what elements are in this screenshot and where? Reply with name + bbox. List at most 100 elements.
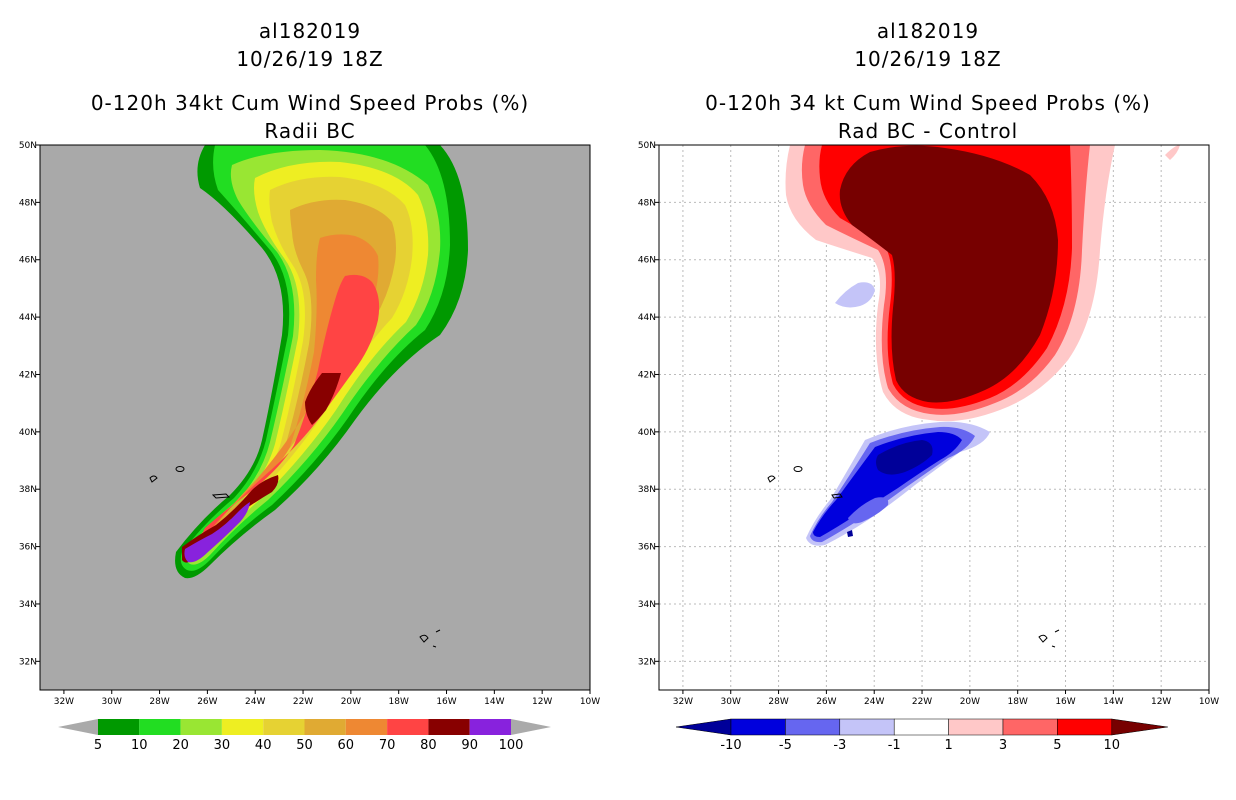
colorbar-level-label: 70 bbox=[379, 738, 396, 753]
right-map-frame bbox=[658, 144, 1210, 691]
lon-tick-label: 26W bbox=[816, 697, 836, 707]
colorbar-level-label: 5 bbox=[94, 738, 102, 753]
lon-tick-label: 32W bbox=[673, 697, 693, 707]
lon-tick-label: 12W bbox=[1151, 697, 1171, 707]
contour-70 bbox=[203, 274, 380, 535]
lat-tick-label: 42N bbox=[638, 370, 656, 380]
colorbar-level-label: 5 bbox=[1053, 738, 1061, 753]
colorbar-swatch bbox=[263, 719, 305, 735]
left-probability-contours bbox=[175, 145, 468, 579]
lon-tick-label: 26W bbox=[197, 697, 217, 707]
diff-neg-10 bbox=[876, 440, 933, 475]
lon-tick-label: 14W bbox=[1103, 697, 1123, 707]
diff-neg-1-blob bbox=[835, 282, 875, 308]
lon-tick-label: 28W bbox=[768, 697, 788, 707]
diff-neg-3-hole bbox=[848, 497, 889, 524]
lon-tick-label: 16W bbox=[1055, 697, 1075, 707]
colorbar-swatch bbox=[893, 718, 949, 736]
colorbar-left-arrow bbox=[58, 719, 98, 735]
colorbar-level-label: 40 bbox=[255, 738, 272, 753]
lat-tick-label: 42N bbox=[19, 370, 37, 380]
colorbar-swatch bbox=[1057, 718, 1113, 736]
lon-tick-label: 22W bbox=[912, 697, 932, 707]
lat-tick-label: 46N bbox=[19, 256, 37, 266]
colorbar-swatch bbox=[948, 718, 1004, 736]
lon-tick-label: 10W bbox=[1199, 697, 1219, 707]
lat-tick-label: 36N bbox=[638, 543, 656, 553]
colorbar-level-label: -5 bbox=[779, 738, 792, 753]
colorbar-swatch bbox=[98, 719, 140, 735]
colorbar-right-arrow bbox=[1111, 718, 1168, 736]
left-axis-ticks: 32W 30W 28W 26W 24W 22W 20W 18W 16W 14W 12W 10W 32N 3… bbox=[19, 141, 600, 707]
left-datetime: 10/26/19 18Z bbox=[236, 47, 384, 71]
colorbar-level-label: 30 bbox=[214, 738, 231, 753]
colorbar-right-arrow bbox=[511, 719, 551, 735]
colorbar-swatch bbox=[180, 719, 222, 735]
colorbar-swatch bbox=[345, 719, 388, 735]
lon-tick-label: 18W bbox=[1008, 697, 1028, 707]
right-coastlines bbox=[767, 466, 1060, 648]
colorbar-level-label: 10 bbox=[1104, 738, 1121, 753]
lat-tick-label: 40N bbox=[19, 428, 37, 438]
lon-tick-label: 18W bbox=[389, 697, 409, 707]
lat-tick-label: 46N bbox=[638, 256, 656, 266]
colorbar-swatch bbox=[387, 719, 429, 735]
colorbar-level-label: 90 bbox=[461, 738, 478, 753]
lat-tick-label: 50N bbox=[19, 141, 37, 151]
colorbar-level-label: 20 bbox=[172, 738, 189, 753]
right-storm-id: al182019 bbox=[876, 19, 980, 43]
lat-tick-label: 48N bbox=[638, 198, 656, 208]
lat-tick-label: 34N bbox=[638, 600, 656, 610]
colorbar-left-arrow bbox=[675, 718, 732, 736]
lon-tick-label: 20W bbox=[960, 697, 980, 707]
left-chart-title: 0-120h 34kt Cum Wind Speed Probs (%) bbox=[90, 91, 530, 115]
colorbar-swatch bbox=[785, 718, 841, 736]
left-colorbar: 5 10 20 30 40 50 60 70 80 90 100 bbox=[58, 719, 551, 753]
lat-tick-label: 32N bbox=[638, 657, 656, 667]
lon-tick-label: 28W bbox=[149, 697, 169, 707]
lon-tick-label: 30W bbox=[102, 697, 122, 707]
lat-tick-label: 36N bbox=[19, 543, 37, 553]
lon-tick-label: 32W bbox=[54, 697, 74, 707]
colorbar-swatch bbox=[839, 718, 895, 736]
lat-tick-label: 44N bbox=[638, 313, 656, 323]
lon-tick-label: 10W bbox=[580, 697, 600, 707]
contour-80 bbox=[305, 373, 341, 425]
right-axis-ticks: 32W 30W 28W 26W 24W 22W 20W 18W 16W 14W 12W 10W 32N 3… bbox=[638, 141, 1219, 707]
colorbar-level-label: 100 bbox=[499, 738, 524, 753]
contour-90 bbox=[184, 502, 250, 563]
lon-tick-label: 24W bbox=[864, 697, 884, 707]
lon-tick-label: 24W bbox=[245, 697, 265, 707]
lat-tick-label: 38N bbox=[19, 485, 37, 495]
right-difference-contours bbox=[785, 145, 1180, 546]
left-chart-subtitle: Radii BC bbox=[264, 119, 356, 143]
lon-tick-label: 16W bbox=[436, 697, 456, 707]
colorbar-swatch bbox=[730, 718, 786, 736]
left-storm-id: al182019 bbox=[258, 19, 362, 43]
lat-tick-label: 40N bbox=[638, 428, 656, 438]
colorbar-level-label: 3 bbox=[999, 738, 1007, 753]
right-chart-title: 0-120h 34 kt Cum Wind Speed Probs (%) bbox=[705, 91, 1151, 115]
colorbar-level-label: 10 bbox=[131, 738, 148, 753]
lat-tick-label: 44N bbox=[19, 313, 37, 323]
left-coastlines bbox=[149, 466, 441, 648]
lon-tick-label: 22W bbox=[293, 697, 313, 707]
colorbar-swatch bbox=[1002, 718, 1058, 736]
colorbar-swatch bbox=[428, 719, 470, 735]
colorbar-level-label: -1 bbox=[888, 738, 901, 753]
left-map: 32W 30W 28W 26W 24W 22W 20W 18W 16W 14W 12W 10W 32N 3… bbox=[19, 141, 600, 753]
colorbar-swatch bbox=[139, 719, 181, 735]
colorbar-level-label: 1 bbox=[944, 738, 952, 753]
colorbar-level-label: 50 bbox=[296, 738, 313, 753]
diff-pos-10 bbox=[839, 145, 1058, 403]
lon-tick-label: 14W bbox=[484, 697, 504, 707]
left-map-frame bbox=[39, 144, 591, 691]
right-datetime: 10/26/19 18Z bbox=[854, 47, 1002, 71]
colorbar-level-label: -10 bbox=[720, 738, 741, 753]
diff-neg-10-spot bbox=[847, 530, 853, 537]
lon-tick-label: 20W bbox=[341, 697, 361, 707]
lon-tick-label: 30W bbox=[721, 697, 741, 707]
diff-pos-1-ne bbox=[1165, 145, 1180, 160]
lat-tick-label: 48N bbox=[19, 198, 37, 208]
